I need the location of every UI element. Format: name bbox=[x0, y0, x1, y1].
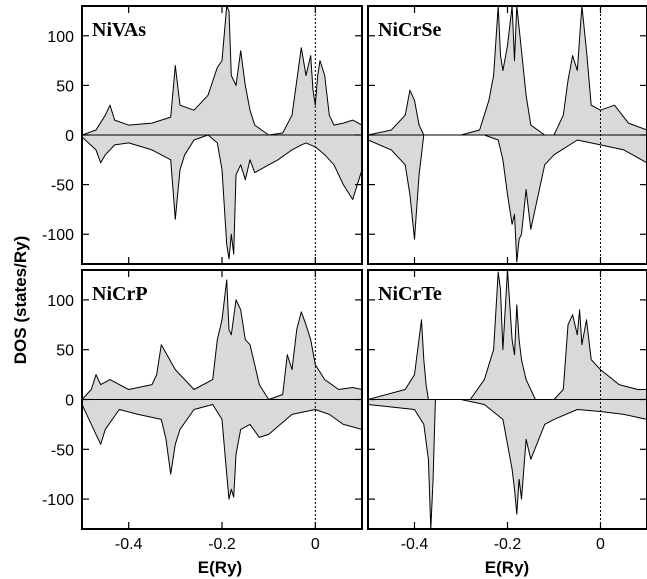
y-tick-label: 0 bbox=[65, 393, 74, 410]
panel-title: NiCrSe bbox=[378, 19, 441, 41]
x-tick-label: -0.4 bbox=[115, 536, 143, 553]
y-tick-labels: -100 -50 0 50 100 -100 -50 0 50 100 bbox=[42, 29, 74, 509]
panel-frame bbox=[81, 269, 363, 530]
dos-panel: NiVAs bbox=[81, 5, 363, 265]
y-tick-label: 0 bbox=[65, 128, 74, 145]
y-tick-label: 50 bbox=[56, 78, 74, 95]
panels: NiVAs NiCrSe NiCrP NiCrTe bbox=[81, 5, 647, 530]
dos-panel: NiCrSe bbox=[367, 5, 647, 265]
x-tick-label: -0.2 bbox=[494, 536, 522, 553]
y-tick-label: -50 bbox=[51, 442, 74, 459]
y-tick-label: -100 bbox=[42, 492, 74, 509]
dos-panel: NiCrTe bbox=[367, 269, 647, 530]
panel-title: NiVAs bbox=[92, 19, 146, 41]
x-tick-label: -0.2 bbox=[208, 536, 236, 553]
panel-title: NiCrTe bbox=[378, 283, 442, 305]
spin-up-dos-area bbox=[82, 279, 362, 400]
x-axis-title-right: E(Ry) bbox=[485, 558, 529, 577]
panel-frame bbox=[81, 5, 363, 265]
y-axis-title: DOS (states/Ry) bbox=[11, 236, 30, 364]
y-tick-label: 100 bbox=[47, 293, 74, 310]
spin-down-dos-area bbox=[82, 399, 362, 500]
x-tick-labels: -0.4 -0.2 0 -0.4 -0.2 0 bbox=[115, 536, 605, 553]
spin-up-dos-area bbox=[82, 6, 362, 136]
x-axis-title: E(Ry) bbox=[198, 558, 242, 577]
x-tick-label: 0 bbox=[311, 536, 320, 553]
spin-down-dos-area bbox=[368, 134, 647, 263]
panel-frame bbox=[367, 269, 647, 530]
x-tick-label: -0.4 bbox=[401, 536, 429, 553]
spin-down-dos-area bbox=[368, 399, 647, 529]
panel-frame bbox=[367, 5, 647, 265]
y-tick-label: -100 bbox=[42, 227, 74, 244]
y-tick-label: 50 bbox=[56, 343, 74, 360]
panel-title: NiCrP bbox=[92, 283, 148, 305]
x-tick-label: 0 bbox=[596, 536, 605, 553]
dos-panel: NiCrP bbox=[81, 269, 363, 530]
spin-down-dos-area bbox=[82, 134, 362, 260]
y-tick-label: 100 bbox=[47, 29, 74, 46]
y-tick-label: -50 bbox=[51, 178, 74, 195]
